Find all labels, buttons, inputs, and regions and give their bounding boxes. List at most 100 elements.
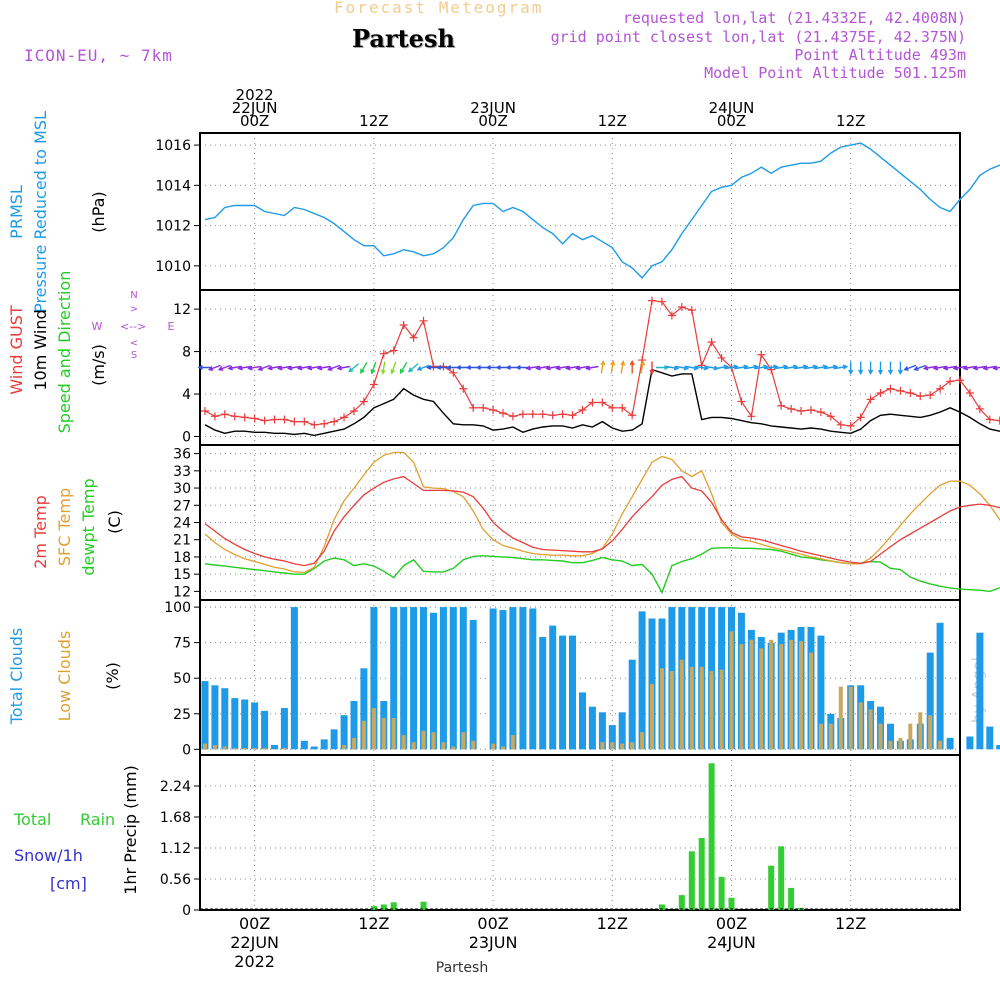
low-cloud-bar <box>401 735 406 750</box>
wind-direction-ylabel: Speed and Direction <box>55 271 74 434</box>
wind-direction-arrow <box>834 364 849 370</box>
low-cloud-bar <box>799 641 803 750</box>
gust-marker <box>479 403 488 412</box>
gust-marker <box>906 388 915 397</box>
low-cloud-bar <box>679 659 684 750</box>
low-cloud-bar <box>491 743 496 750</box>
low-cloud-bar <box>908 723 913 750</box>
low-cloud-bar <box>232 747 237 750</box>
total-cloud-bar <box>310 746 318 750</box>
time-label-top: 00Z <box>240 112 269 130</box>
pressure-line <box>204 142 1000 279</box>
total-cloud-bar <box>598 712 606 750</box>
rain-label: Rain <box>80 810 115 829</box>
total-cloud-bar <box>519 607 527 750</box>
total-label: Total <box>13 810 51 829</box>
gust-marker <box>349 407 358 416</box>
total-cloud-bar <box>579 692 586 750</box>
gust-marker <box>717 353 726 362</box>
wind-direction-arrow <box>277 365 291 371</box>
y-tick-label: 1016 <box>155 138 191 154</box>
gust-marker <box>449 368 458 377</box>
y-tick-label: 1.68 <box>160 810 191 826</box>
gust-marker <box>568 411 577 420</box>
wind-direction-arrow <box>257 364 271 371</box>
low-cloud-bar <box>818 723 823 750</box>
total-cloud-bar <box>569 635 576 750</box>
low-cloud-bar <box>898 737 903 750</box>
total-cloud-bar <box>271 745 278 750</box>
gust-marker <box>320 419 329 428</box>
y-tick-label: 33 <box>173 464 191 480</box>
sfc-temp-ylabel: SFC Temp <box>55 488 74 566</box>
gust-marker <box>200 407 209 416</box>
y-tick-label: 0 <box>182 430 191 446</box>
time-label-top: 00Z <box>478 112 507 130</box>
gust-marker <box>667 311 676 320</box>
wind-direction-arrow <box>237 365 251 371</box>
wind-direction-arrow <box>267 365 281 371</box>
low-cloud-bar <box>371 708 376 750</box>
compass-label: > <box>130 304 138 315</box>
y-tick-label: 21 <box>173 533 191 549</box>
total-cloud-bar <box>817 635 825 750</box>
y-tick-label: 25 <box>173 707 191 723</box>
total-cloud-bar <box>370 607 378 750</box>
y-tick-label: 27 <box>173 498 191 514</box>
total-cloud-bar <box>489 608 497 750</box>
gust-marker <box>876 388 885 397</box>
total-clouds-ylabel: Total Clouds <box>7 628 26 726</box>
wind-unit: (m/s) <box>89 344 108 386</box>
rain-bar <box>718 876 725 910</box>
low-cloud-bar <box>391 718 396 750</box>
gust-marker <box>806 405 815 414</box>
time-label-bottom: 12Z <box>597 914 628 933</box>
grid-point-coords: grid point closest lon,lat (21.4375E, 42… <box>550 28 966 46</box>
gust-marker <box>459 384 468 393</box>
wind-direction-arrow <box>735 364 749 370</box>
gust-ylabel: Wind GUST <box>7 305 26 395</box>
rain-bar <box>788 887 795 910</box>
time-label-top: 2022 <box>236 86 274 104</box>
rain-bar <box>420 901 427 910</box>
temp-unit: (C) <box>105 510 124 534</box>
total-cloud-bar <box>211 685 219 750</box>
total-cloud-bar <box>300 740 308 750</box>
rain-bar <box>678 895 685 910</box>
wind-direction-arrow <box>565 365 579 371</box>
wind-direction-arrow <box>535 365 549 371</box>
gust-marker <box>359 397 368 406</box>
dewpt-ylabel: dewpt Temp <box>79 478 98 575</box>
clouds-unit: (%) <box>103 662 122 690</box>
time-label-bottom: 12Z <box>358 914 389 933</box>
gust-marker <box>965 388 974 397</box>
total-cloud-bar <box>430 612 437 750</box>
total-cloud-bar <box>280 708 288 750</box>
low-cloud-bar <box>868 709 873 750</box>
wind-direction-arrow <box>640 360 646 374</box>
rain-bar <box>659 904 665 910</box>
total-cloud-bar <box>986 726 994 750</box>
wind-direction-arrow <box>887 361 894 375</box>
total-cloud-bar <box>549 625 557 750</box>
gust-marker <box>578 405 587 414</box>
wind-direction-arrow <box>247 365 261 371</box>
gust-marker <box>985 415 994 424</box>
temp-ylabel: 2m Temp <box>31 495 50 569</box>
gust-marker <box>330 417 339 426</box>
wind-direction-arrow <box>336 365 351 371</box>
wind-direction-arrow <box>858 361 864 375</box>
wind-direction-arrow <box>877 361 884 375</box>
precip-ylabel: 1hr Precip (mm) <box>121 765 140 895</box>
wind-direction-arrow <box>525 365 539 371</box>
low-cloud-bar <box>471 740 476 750</box>
total-cloud-bar <box>509 607 517 750</box>
gust-marker <box>369 380 378 389</box>
gust-marker <box>250 414 259 423</box>
gust-marker <box>886 384 895 393</box>
total-cloud-bar <box>390 607 398 750</box>
y-tick-label: 18 <box>173 550 191 566</box>
low-cloud-bar <box>719 669 724 750</box>
gust-marker <box>489 405 498 414</box>
rain-bar <box>778 846 785 910</box>
